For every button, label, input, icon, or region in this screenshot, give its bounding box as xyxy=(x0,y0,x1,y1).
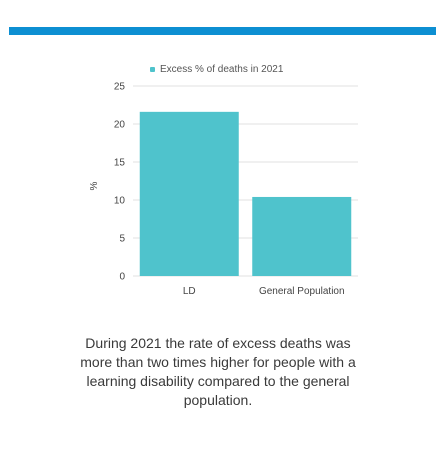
y-tick-label: 15 xyxy=(114,158,126,169)
bar-general-population xyxy=(252,196,352,276)
y-tick-label: 25 xyxy=(114,82,126,93)
top-accent-bar xyxy=(9,27,436,35)
y-tick-label: 0 xyxy=(119,272,125,283)
x-tick-label: General Population xyxy=(259,286,345,297)
bar-chart: Excess % of deaths in 2021 0 5 10 15 20 25% LD… xyxy=(89,62,358,297)
legend-swatch xyxy=(150,66,155,72)
x-tick-label: LD xyxy=(183,286,196,297)
y-tick-label: 20 xyxy=(114,120,126,131)
chart-caption: During 2021 the rate of excess deaths wa… xyxy=(80,335,356,408)
chart-legend: Excess % of deaths in 2021 xyxy=(150,62,283,76)
y-tick-label: 5 xyxy=(119,234,125,245)
y-axis-label: % xyxy=(89,181,100,190)
legend-label: Excess % of deaths in 2021 xyxy=(160,63,284,75)
y-tick-label: 10 xyxy=(114,196,126,207)
chart-svg: 0 5 10 15 20 25% LD General Population xyxy=(89,82,358,297)
bar-ld xyxy=(139,111,239,276)
